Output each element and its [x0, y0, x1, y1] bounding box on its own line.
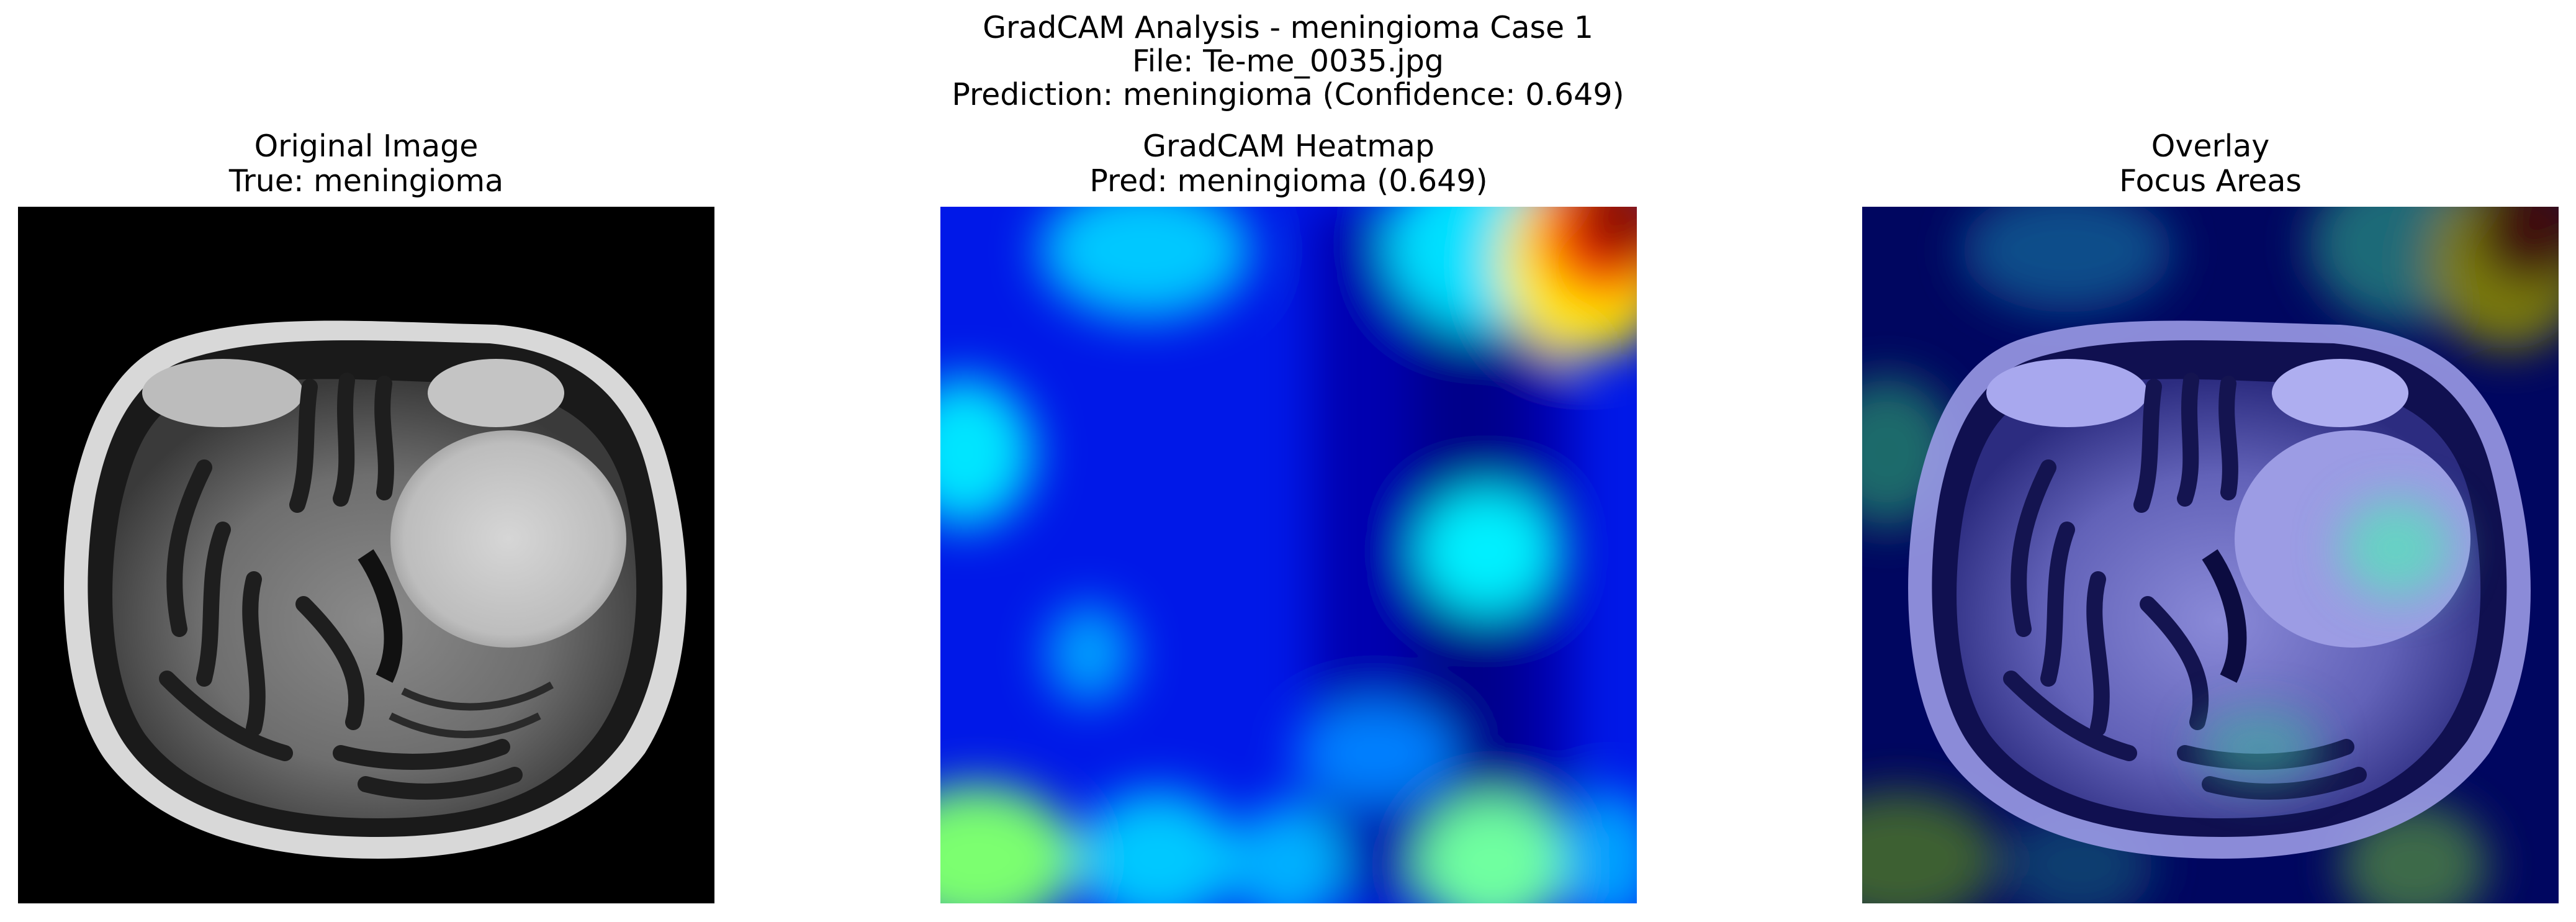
overlay-title-line2: Focus Areas — [2119, 163, 2302, 199]
figure-title-line1: GradCAM Analysis - meningioma Case 1 — [983, 10, 1593, 45]
original-image-title: Original Image True: meningioma — [18, 129, 714, 199]
overlay-title: Overlay Focus Areas — [1862, 129, 2559, 199]
figure-title-line3: Prediction: meningioma (Confidence: 0.64… — [952, 77, 1624, 112]
figure-title-line2: File: Te-me_0035.jpg — [1132, 43, 1444, 79]
overlay-title-line1: Overlay — [2151, 129, 2270, 164]
original-mri-image — [18, 207, 714, 903]
heatmap-title-line2: Pred: meningioma (0.649) — [1089, 163, 1488, 199]
figure-title: GradCAM Analysis - meningioma Case 1 Fil… — [0, 11, 2576, 112]
heatmap-title: GradCAM Heatmap Pred: meningioma (0.649) — [940, 129, 1637, 199]
overlay-focus-areas — [1862, 207, 2559, 903]
original-image-title-line1: Original Image — [254, 129, 479, 164]
original-image-title-line2: True: meningioma — [228, 163, 504, 199]
gradcam-heatmap — [940, 207, 1637, 903]
heatmap-title-line1: GradCAM Heatmap — [1143, 129, 1434, 164]
